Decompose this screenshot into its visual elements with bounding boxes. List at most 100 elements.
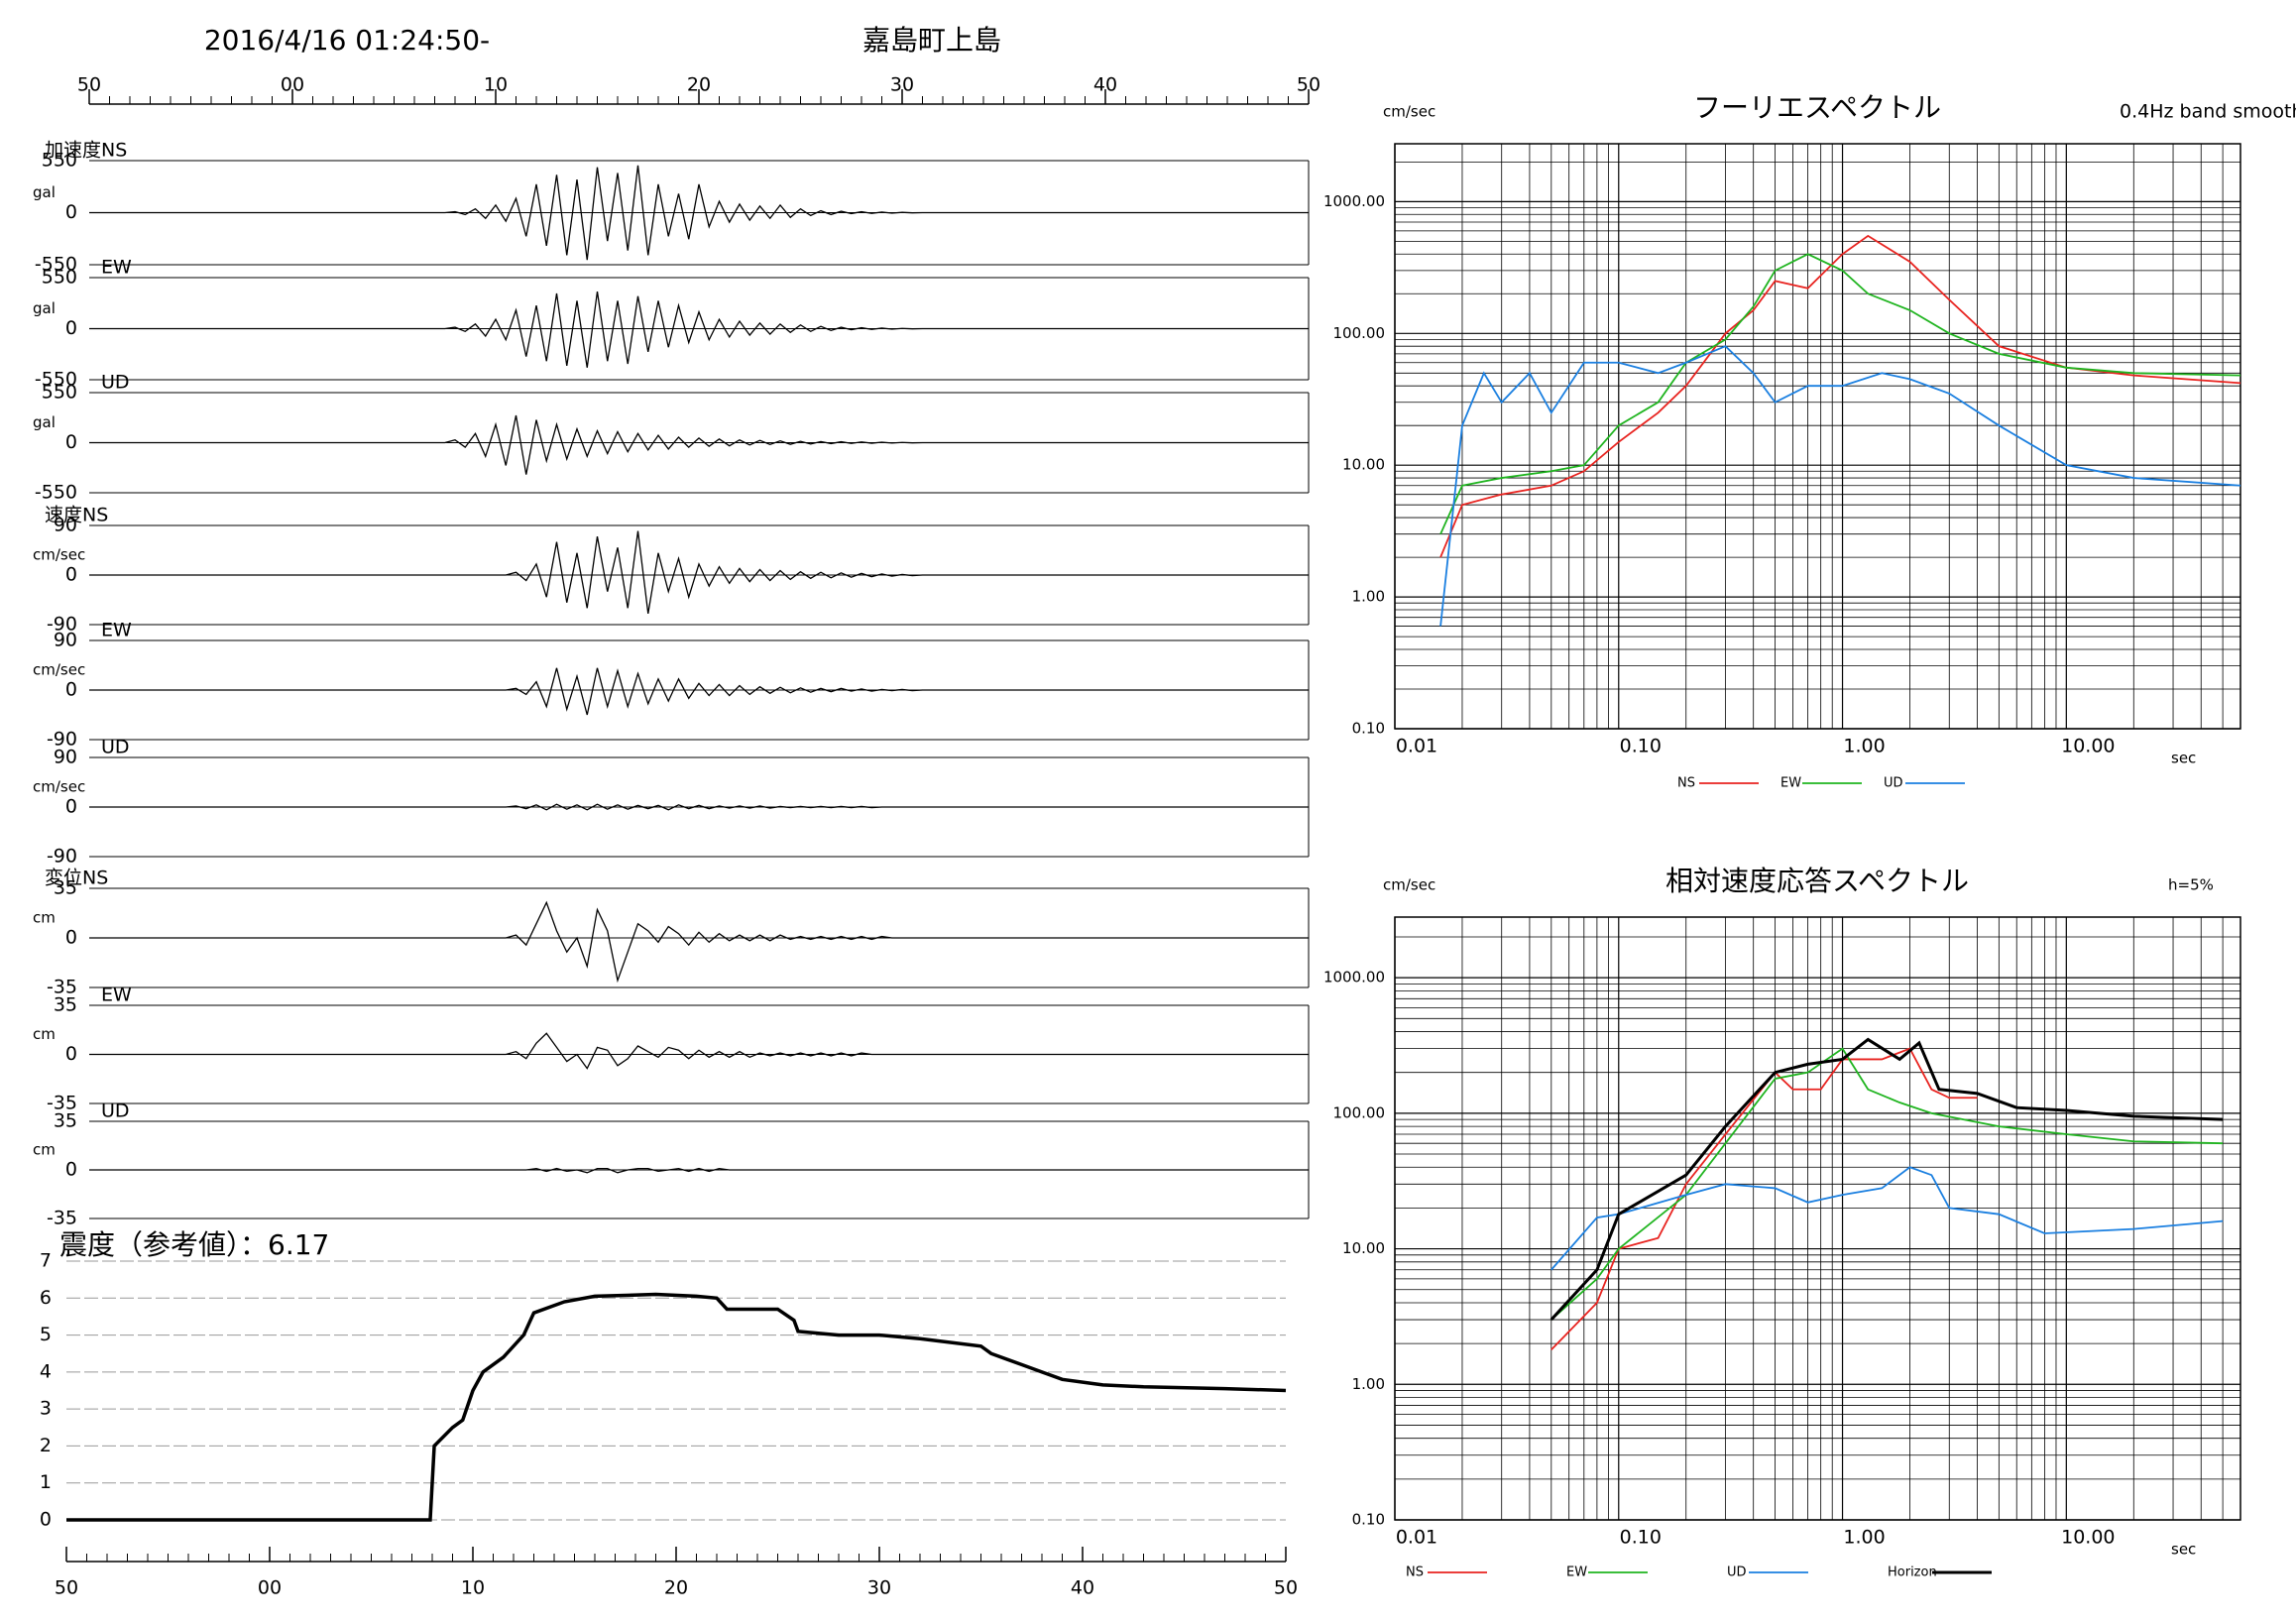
y-tick-label: 90 [54,747,77,768]
waveform-trace [89,900,1309,984]
y-tick-label: -550 [35,369,77,391]
spectrum-line [1550,1037,2224,1322]
x-tick-label: 0.10 [1620,1527,1662,1549]
y-tick-label: 0 [65,1043,77,1065]
y-tick-label: -90 [47,846,77,868]
y-tick-label: 4 [40,1360,52,1382]
y-tick-label: -35 [47,1093,77,1114]
spectrum-line [1550,1047,2224,1321]
spectrum-line [1550,1166,2224,1271]
panel-label: EW [101,620,132,641]
y-tick-label: 550 [42,267,77,289]
spectrum-line [1439,234,2241,558]
y-tick-label: 1000.00 [1323,969,1385,986]
y-tick-label: 0 [65,1159,77,1181]
legend-label: NS [1677,776,1695,791]
station-title: 嘉島町上島 [862,24,1001,57]
spectrum-line [1550,1047,1978,1351]
waveform-trace [89,1167,1309,1174]
x-tick-label: 50 [1297,74,1320,96]
y-tick-label: 0 [65,317,77,339]
chart-title: フーリエスペクトル [1693,91,1941,124]
x-tick-label: 40 [1071,1577,1094,1599]
panel-unit: cm [33,1141,56,1159]
y-tick-label: 550 [42,150,77,172]
y-tick-label: 1.00 [1352,588,1385,606]
x-tick-label: 50 [55,1577,78,1599]
x-tick-label: 50 [77,74,101,96]
x-tick-label: 1.00 [1843,1527,1885,1549]
y-tick-label: 100.00 [1333,324,1386,342]
chart-title: 相対速度応答スペクトル [1665,865,1969,897]
y-tick-label: -550 [35,482,77,504]
x-tick-label: 10 [461,1577,485,1599]
waveform-trace [89,290,1309,368]
intensity-line [66,1292,1287,1522]
legend-label: Horizon [1888,1565,1937,1580]
y-tick-label: 0 [65,927,77,949]
y-tick-label: 0 [65,679,77,701]
spectrum-line [1439,253,2241,535]
y-tick-label: 2 [40,1435,52,1456]
y-tick-label: 6 [40,1287,52,1309]
legend-label: NS [1406,1565,1424,1580]
panel-unit: gal [33,183,56,201]
x-tick-label: 1.00 [1843,736,1885,757]
x-tick-label: 30 [867,1577,891,1599]
x-tick-label: 10.00 [2061,736,2115,757]
panel-label: EW [101,985,132,1006]
panel-unit: cm/sec [33,546,85,564]
y-tick-label: 90 [54,515,77,536]
y-tick-label: 7 [40,1250,52,1272]
panel-unit: cm [33,1025,56,1043]
record-time: 2016/4/16 01:24:50- [204,24,490,57]
y-tick-label: 0.10 [1352,720,1385,738]
y-tick-label: 0 [65,796,77,818]
x-tick-label: 00 [281,74,304,96]
y-tick-label: 0.10 [1352,1511,1385,1529]
waveform-trace [89,414,1309,475]
x-tick-label: 50 [1274,1577,1298,1599]
y-tick-label: 0 [65,564,77,586]
x-tick-label: 10.00 [2061,1527,2115,1549]
legend-label: UD [1727,1565,1747,1580]
x-axis-label: sec [2171,1541,2196,1559]
x-tick-label: 30 [890,74,914,96]
y-tick-label: 1000.00 [1323,192,1385,210]
y-tick-label: 550 [42,382,77,404]
panel-label: 加速度NS [45,140,127,162]
legend-label: UD [1884,776,1903,791]
spectrum-line [1439,345,2241,627]
x-tick-label: 0.01 [1396,736,1437,757]
x-tick-label: 10 [484,74,508,96]
y-tick-label: 100.00 [1333,1103,1386,1121]
y-tick-label: -35 [47,1208,77,1229]
y-tick-label: 10.00 [1342,1239,1385,1257]
y-axis-label: cm/sec [1383,876,1435,894]
x-tick-label: 0.01 [1396,1527,1437,1549]
y-tick-label: 0 [40,1509,52,1531]
intensity-title: 震度（参考値）：6.17 [59,1228,329,1261]
panel-label: EW [101,257,132,279]
y-tick-label: 35 [54,994,77,1016]
y-axis-label: cm/sec [1383,103,1435,121]
y-tick-label: 5 [40,1324,52,1345]
x-tick-label: 40 [1093,74,1117,96]
legend-label: EW [1780,776,1801,791]
waveform-trace [89,1032,1309,1070]
panel-unit: gal [33,413,56,431]
plot-frame [1394,916,2241,1521]
y-tick-label: 35 [54,1110,77,1132]
y-tick-label: 90 [54,630,77,651]
waveform-trace [89,667,1309,716]
y-tick-label: 3 [40,1398,52,1420]
y-tick-label: 1 [40,1471,52,1493]
y-tick-label: -90 [47,729,77,751]
chart-subtitle: 0.4Hz band smoothing [2120,101,2296,123]
legend-label: EW [1566,1565,1587,1580]
x-tick-label: 00 [258,1577,282,1599]
panel-label: 速度NS [45,505,108,526]
waveform-trace [89,530,1309,614]
waveform-trace [89,803,1309,811]
